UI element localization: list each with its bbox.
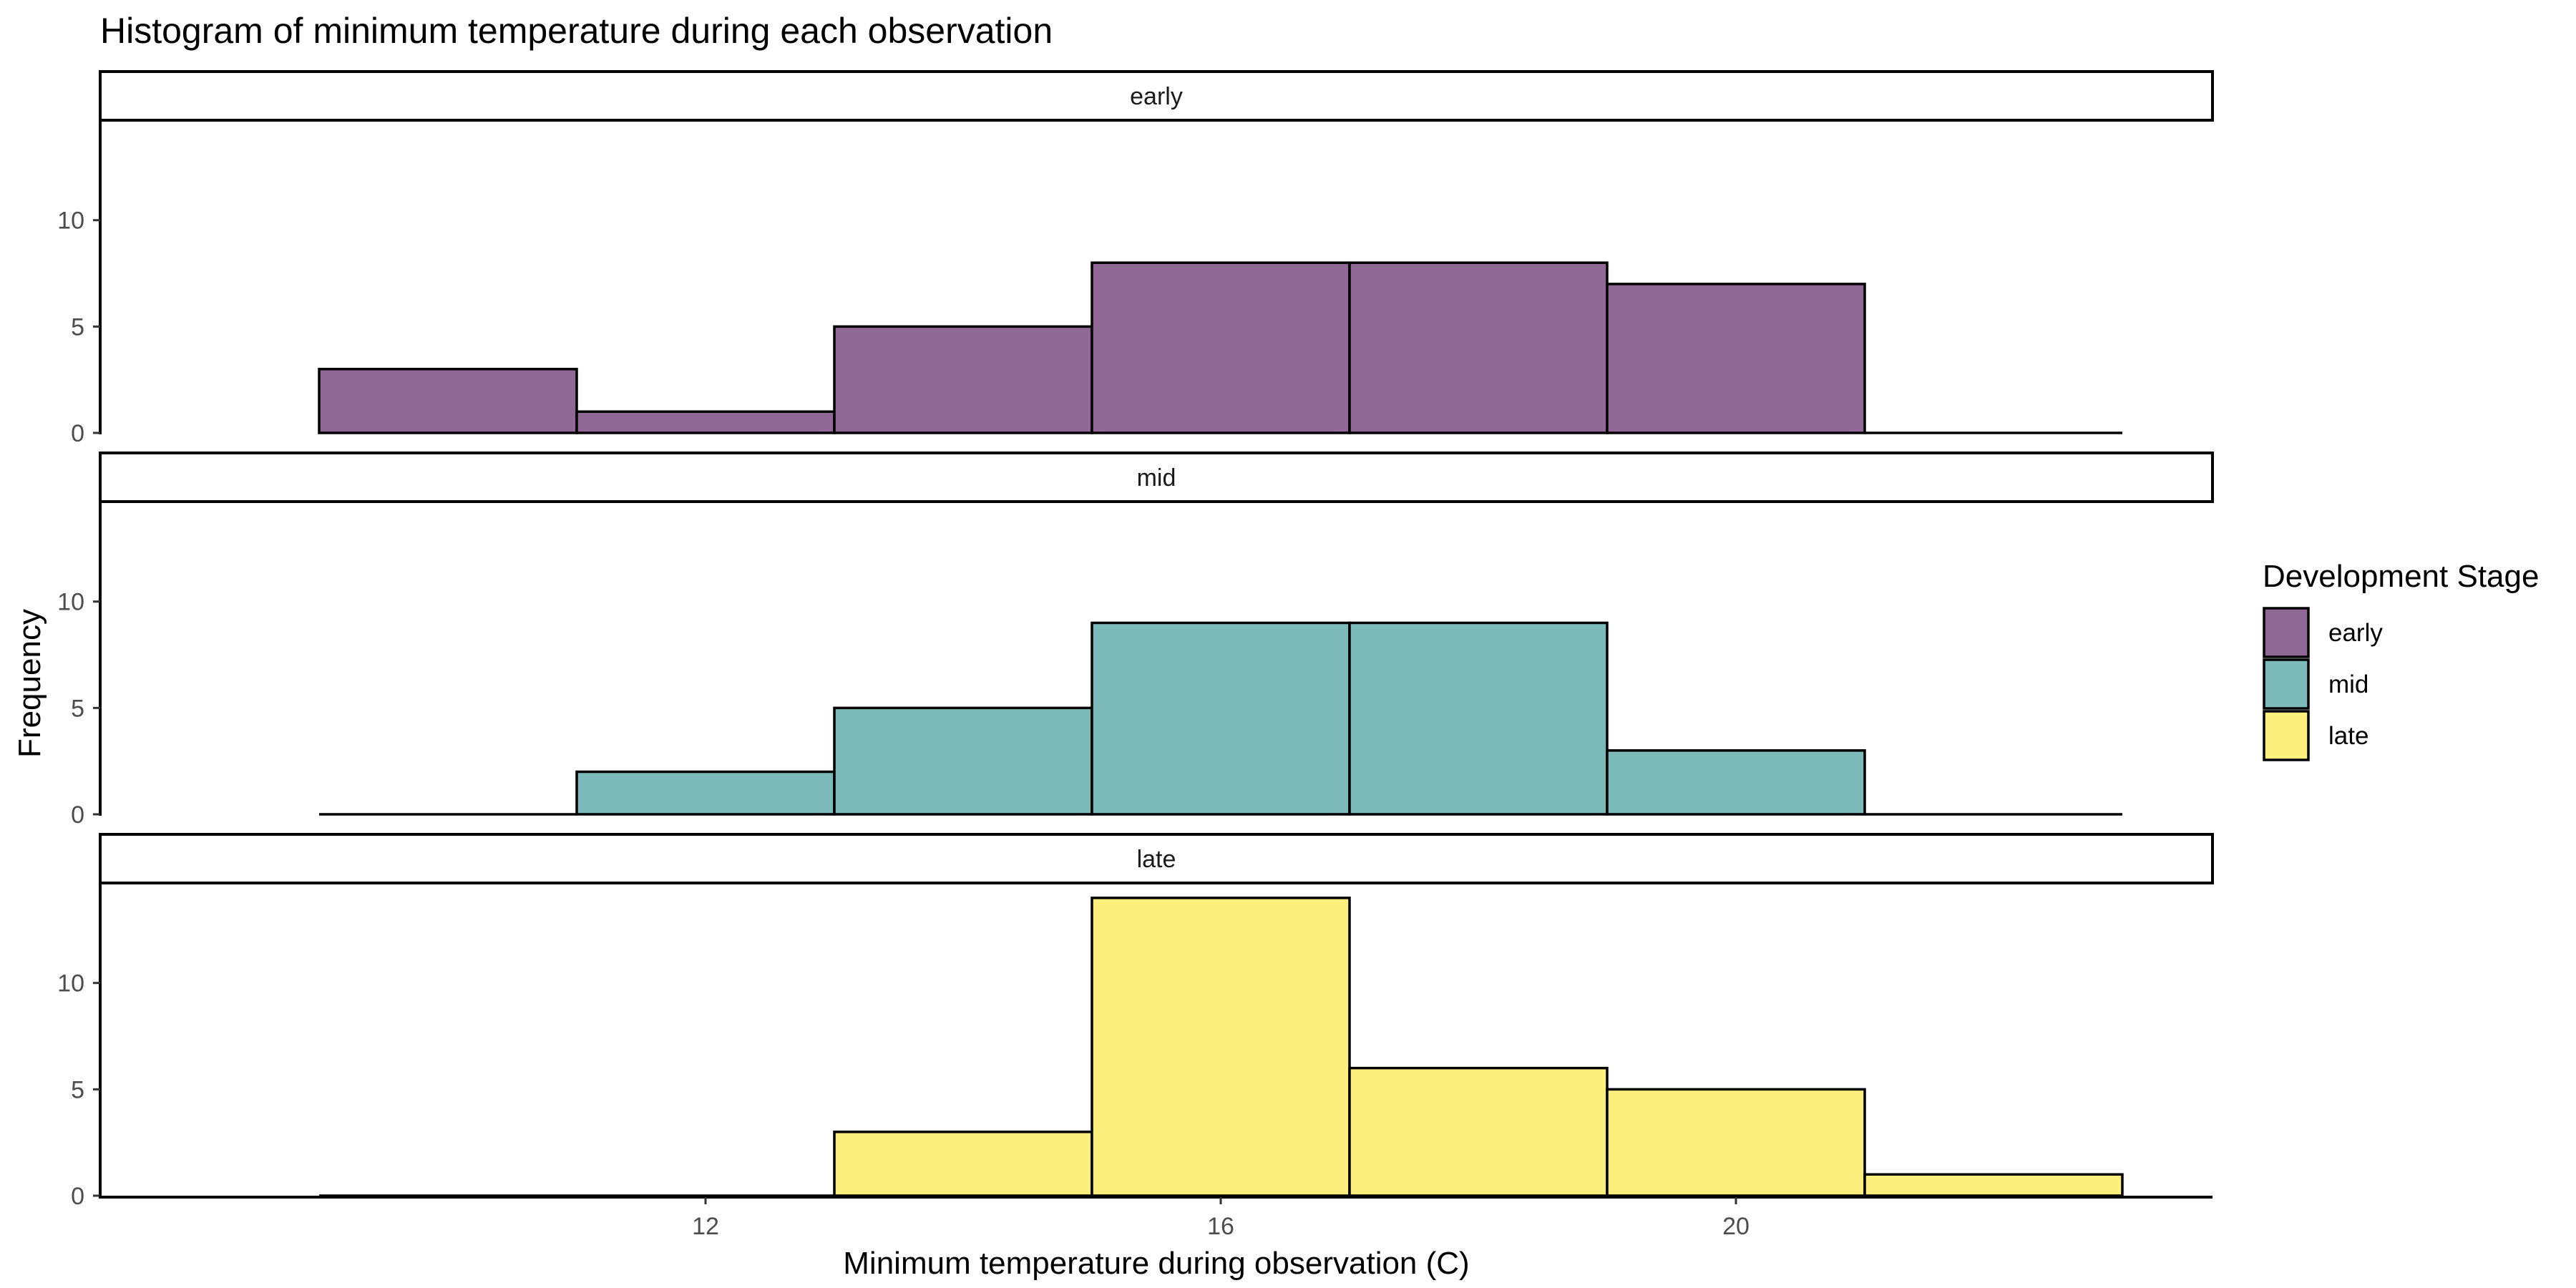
legend: Development Stage early mid late [2263,559,2539,761]
histogram-bar [833,706,1093,816]
y-tick-label: 0 [71,1183,84,1210]
histogram-bar [1606,1088,1866,1197]
histogram-bar [833,1131,1093,1197]
histogram-bar [833,325,1093,434]
y-axis-title: Frequency [12,609,47,758]
y-tick-label: 10 [57,970,84,997]
histogram-bar [1348,261,1609,434]
facet-strip-late [99,833,2214,884]
legend-item-mid: mid [2263,658,2368,710]
histogram-bar [1348,1066,1609,1197]
chart-title: Histogram of minimum temperature during … [100,11,1053,51]
y-tick-label: 5 [71,1076,84,1103]
x-axis-title: Minimum temperature during observation (… [843,1246,1469,1281]
facet-strip-mid [99,452,2214,503]
facet-panels: early 0 5 10 mid 0 5 10 late 0 5 10 12 16 20 [57,70,2214,1240]
legend-items: early mid late [2263,607,2383,761]
legend-item-early: early [2263,607,2383,658]
y-tick-label: 10 [57,589,84,616]
facet-panel-late: late 0 5 10 12 16 20 [57,833,2214,1240]
histogram-bar [1091,897,1351,1197]
facet-strip-label: mid [1137,464,1176,492]
y-tick-label: 0 [71,420,84,447]
legend-title: Development Stage [2263,559,2539,594]
legend-key [2263,607,2310,658]
legend-label: mid [2328,670,2368,698]
histogram-bar [575,410,836,434]
histogram-bar [318,368,578,434]
facet-strip-label: late [1137,846,1176,873]
x-tick-label: 20 [1722,1213,1750,1240]
histogram-bar [1606,749,1866,816]
facet-strip-label: early [1130,83,1183,110]
facet-panel-early: early 0 5 10 [57,70,2214,447]
histogram-bar [1091,621,1351,816]
legend-item-late: late [2263,710,2368,761]
facet-strip-early [99,70,2214,122]
legend-key [2263,658,2310,710]
histogram-bar [1348,621,1609,816]
facet-panel-mid: mid 0 5 10 [57,452,2214,829]
legend-label: late [2328,722,2368,750]
histogram-bar [1606,283,1866,434]
y-tick-label: 5 [71,313,84,341]
legend-label: early [2328,619,2383,647]
histogram-bar [1863,1173,2124,1197]
y-tick-label: 10 [57,208,84,235]
legend-key [2263,710,2310,761]
histogram-bar [575,770,836,816]
y-tick-label: 5 [71,695,84,722]
x-tick-label: 12 [692,1213,719,1240]
y-tick-label: 0 [71,801,84,829]
histogram-bar [1091,261,1351,434]
x-tick-label: 16 [1207,1213,1234,1240]
